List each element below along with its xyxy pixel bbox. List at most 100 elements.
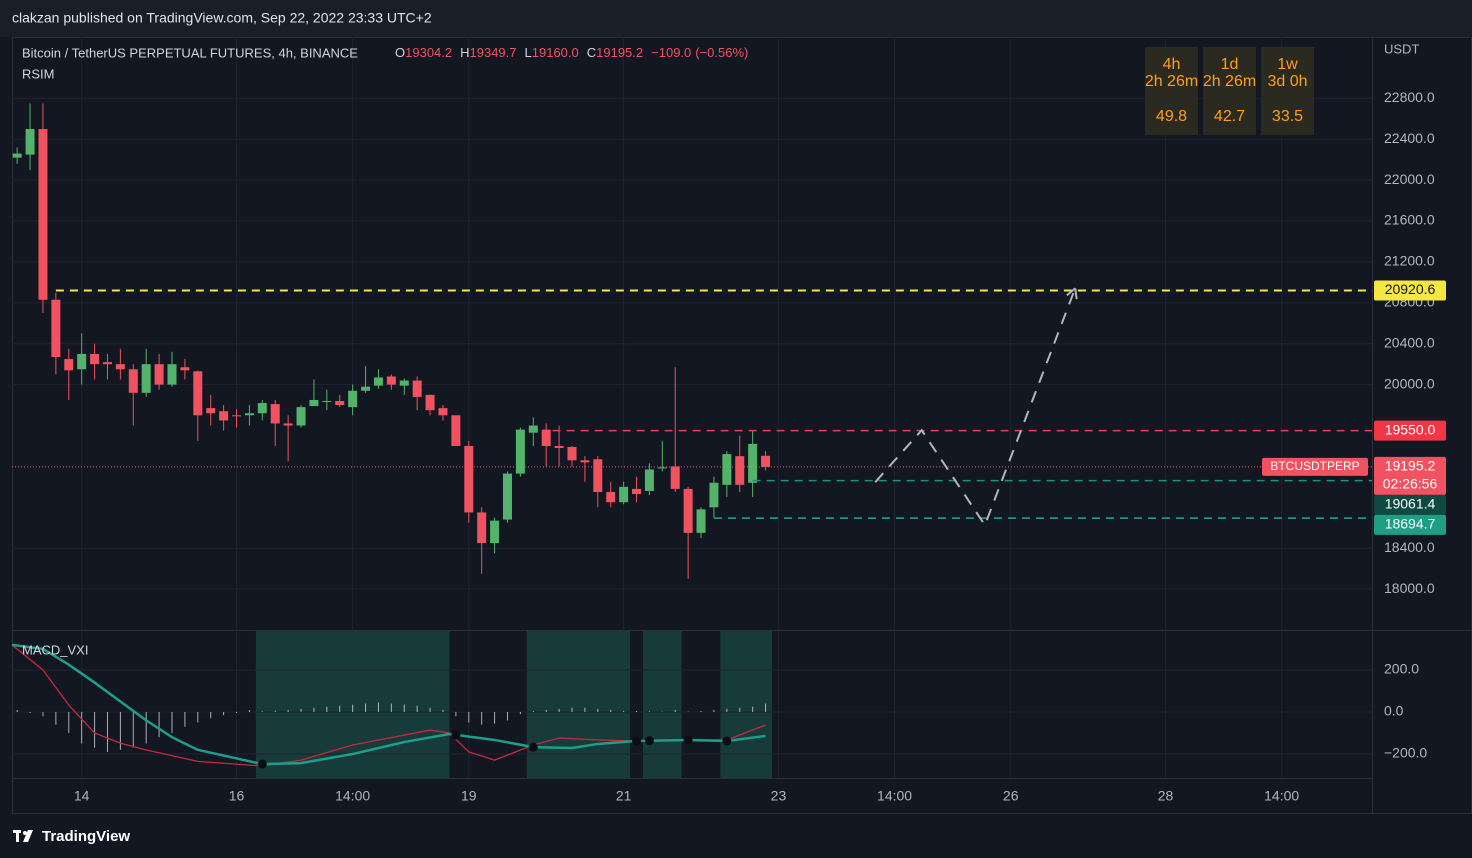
candle-body: [102, 362, 112, 365]
candle-body: [154, 364, 164, 385]
candle-body: [141, 364, 151, 393]
table-value: 33.5: [1272, 108, 1303, 125]
level-tag-label: 20920.6: [1385, 281, 1436, 297]
projection-arrowhead: [1074, 288, 1078, 300]
table-timeframe: 1d: [1221, 56, 1239, 73]
ohlc-value: 19304.2: [405, 45, 452, 60]
cross-dot: [528, 742, 538, 752]
y-tick-label: 22800.0: [1384, 89, 1435, 105]
candle-body: [528, 425, 538, 433]
projection-arrowhead: [1066, 287, 1076, 297]
grid: [12, 37, 1372, 778]
level-tag: [1374, 420, 1446, 441]
candle-body: [322, 400, 332, 403]
candle-body: [128, 369, 138, 393]
candle-body: [580, 460, 590, 463]
macd-title: MACD_VXI: [22, 642, 88, 657]
ohlc-name: O: [395, 45, 405, 60]
brand-name: TradingView: [42, 828, 130, 845]
x-tick-label: 23: [771, 788, 787, 804]
candle-body: [722, 454, 732, 485]
projection-path: [874, 287, 1077, 528]
candle-body: [502, 473, 512, 520]
candle-body: [451, 415, 461, 446]
y-tick-label: 22400.0: [1384, 130, 1435, 146]
candle-body: [632, 488, 642, 495]
candle-body: [619, 486, 629, 503]
x-tick-label: 26: [1003, 788, 1019, 804]
y-tick-label: 21200.0: [1384, 253, 1435, 269]
logo-part: [16, 830, 19, 842]
candle-body: [373, 377, 383, 386]
brand-logo: [13, 830, 33, 842]
change-percent: (−0.56%): [695, 45, 748, 60]
table-countdown: 2h 26m: [1203, 73, 1256, 90]
candle-body: [257, 403, 267, 414]
candle-body: [425, 394, 435, 411]
candle-body: [206, 408, 216, 414]
candle-body: [244, 413, 254, 416]
last-price-tag: [1374, 456, 1446, 495]
ohlc-value: 19195.2: [596, 45, 643, 60]
y-tick-label: 22000.0: [1384, 171, 1435, 187]
level-tag: [1374, 514, 1446, 535]
candle-body: [412, 380, 422, 397]
ohlc-name: L: [525, 45, 532, 60]
signal-zone: [720, 631, 772, 778]
x-tick-label: 16: [229, 788, 245, 804]
signal-zone: [642, 631, 682, 778]
table-countdown: 3d 0h: [1267, 73, 1307, 90]
x-tick-label: 14:00: [335, 788, 370, 804]
candle-body: [232, 415, 242, 417]
candle-body: [657, 467, 667, 469]
candle-body: [115, 364, 125, 370]
candle-body: [90, 353, 100, 365]
x-tick-label: 14:00: [877, 788, 912, 804]
cross-dot: [632, 736, 642, 746]
candle-body: [709, 482, 719, 508]
candle-body: [554, 445, 564, 449]
candle-body: [25, 129, 35, 155]
candle-body: [348, 390, 358, 408]
publisher-line: clakzan published on TradingView.com, Se…: [12, 10, 432, 26]
candle-body: [51, 299, 61, 358]
signal-zone: [526, 631, 631, 778]
candle-body: [167, 364, 177, 385]
candle-body: [761, 455, 771, 467]
candle-body: [270, 404, 280, 424]
candle-body: [38, 129, 48, 300]
x-tick-label: 14: [74, 788, 90, 804]
overlays: 14 16 14:00 19 21 23 14:00 26 28 14:00 22800.0 2240…: [74, 47, 1446, 804]
candle-body: [335, 400, 345, 406]
candle-body: [670, 466, 680, 489]
x-tick-label: 19: [461, 788, 477, 804]
y-tick-label: 0.0: [1384, 703, 1404, 719]
level-tag-label: 18694.7: [1385, 516, 1436, 532]
y-tick-label: 18000.0: [1384, 580, 1435, 596]
candle-body: [296, 407, 306, 426]
table-countdown: 2h 26m: [1145, 73, 1198, 90]
level-tag: [1374, 280, 1446, 301]
countdown-label: 02:26:56: [1383, 476, 1438, 492]
candle-body: [309, 399, 319, 407]
candle-body: [438, 408, 448, 416]
ohlc-legend: O19304.2 H19349.7 L19160.0 C19195.2 −109.0 (−…: [395, 45, 748, 60]
y-tick-label: 200.0: [1384, 661, 1419, 677]
candle-body: [567, 446, 577, 461]
table-cell: [1145, 47, 1198, 135]
candle-body: [644, 469, 654, 491]
logo-part: [23, 831, 27, 835]
marks: [11, 103, 1372, 769]
y-tick-label: 20000.0: [1384, 375, 1435, 391]
last-price-label: 19195.2: [1385, 458, 1436, 474]
chart-title: Bitcoin / TetherUS PERPETUAL FUTURES, 4h…: [22, 45, 358, 60]
x-tick-label: 14:00: [1264, 788, 1299, 804]
candle-body: [541, 429, 551, 446]
candle-body: [180, 367, 190, 371]
y-tick-label: 18400.0: [1384, 539, 1435, 555]
currency-label: USDT: [1384, 41, 1419, 56]
candle-body: [283, 423, 293, 426]
candle-body: [606, 491, 616, 503]
table-timeframe: 1w: [1277, 56, 1298, 73]
